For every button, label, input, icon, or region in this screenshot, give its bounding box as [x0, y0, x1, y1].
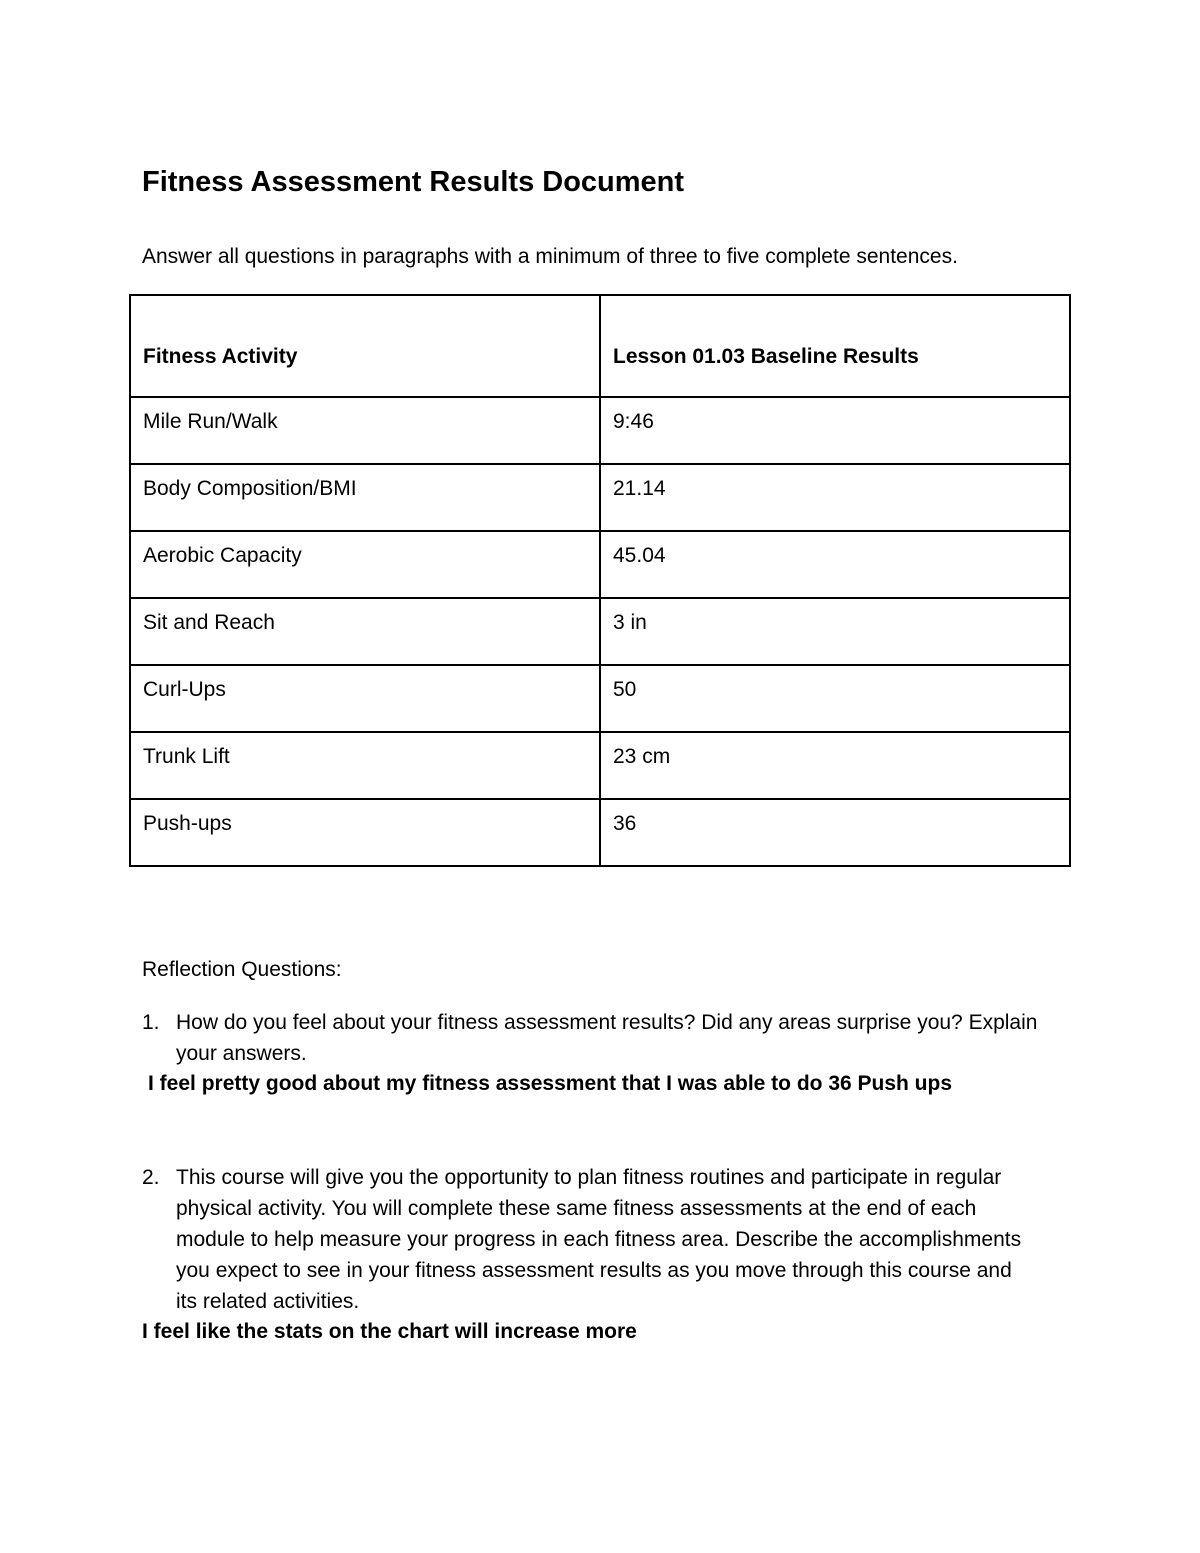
activity-cell: Curl-Ups: [129, 664, 601, 733]
column-header: Fitness Activity: [129, 294, 601, 398]
answer-1: I feel pretty good about my fitness asse…: [148, 1072, 953, 1095]
result-cell: 45.04: [599, 530, 1071, 599]
question-number: 2.: [142, 1166, 160, 1189]
result-cell: 50: [599, 664, 1071, 733]
reflection-label: Reflection Questions:: [142, 958, 342, 981]
activity-cell: Trunk Lift: [129, 731, 601, 800]
question-text: How do you feel about your fitness asses…: [176, 1011, 1038, 1065]
table-row: Body Composition/BMI 21.14: [129, 463, 1071, 532]
activity-cell: Aerobic Capacity: [129, 530, 601, 599]
column-header: Lesson 01.03 Baseline Results: [599, 294, 1071, 398]
instructions: Answer all questions in paragraphs with …: [142, 245, 958, 268]
result-cell: 21.14: [599, 463, 1071, 532]
table-row: Sit and Reach 3 in: [129, 597, 1071, 666]
result-cell: 23 cm: [599, 731, 1071, 800]
activity-cell: Body Composition/BMI: [129, 463, 601, 532]
table-header-row: Fitness Activity Lesson 01.03 Baseline R…: [129, 294, 1071, 398]
question-text: This course will give you the opportunit…: [176, 1166, 1022, 1313]
table-row: Push-ups 36: [129, 798, 1071, 867]
table-row: Aerobic Capacity 45.04: [129, 530, 1071, 599]
question-2: 2. This course will give you the opportun…: [142, 1162, 1037, 1317]
activity-cell: Push-ups: [129, 798, 601, 867]
result-cell: 9:46: [599, 396, 1071, 465]
table-row: Curl-Ups 50: [129, 664, 1071, 733]
result-cell: 36: [599, 798, 1071, 867]
answer-2: I feel like the stats on the chart will …: [142, 1320, 637, 1343]
question-1: 1. How do you feel about your fitness ass…: [142, 1007, 1042, 1069]
table-row: Trunk Lift 23 cm: [129, 731, 1071, 800]
results-table: Fitness Activity Lesson 01.03 Baseline R…: [129, 294, 1071, 867]
table-row: Mile Run/Walk 9:46: [129, 396, 1071, 465]
activity-cell: Mile Run/Walk: [129, 396, 601, 465]
page-title: Fitness Assessment Results Document: [142, 166, 685, 198]
result-cell: 3 in: [599, 597, 1071, 666]
question-number: 1.: [142, 1011, 160, 1034]
activity-cell: Sit and Reach: [129, 597, 601, 666]
